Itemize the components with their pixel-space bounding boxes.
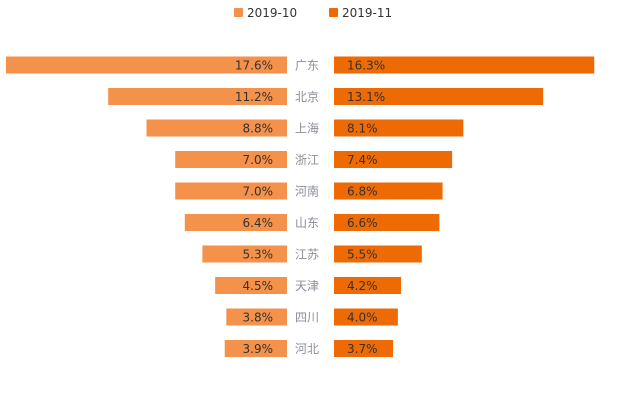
value-label-2019-11-7: 4.2% [347, 279, 378, 293]
bar-2019-10-7[interactable] [215, 277, 287, 294]
value-label-2019-10-7: 4.5% [243, 279, 274, 293]
bar-2019-11-3[interactable] [334, 151, 453, 168]
series-2019-11-bars [334, 56, 595, 357]
value-label-2019-11-2: 8.1% [347, 122, 378, 136]
bar-2019-10-0[interactable] [6, 56, 287, 74]
category-label-9: 河北 [295, 342, 319, 356]
value-label-2019-11-9: 3.7% [347, 342, 378, 356]
value-label-2019-11-1: 13.1% [347, 90, 385, 104]
bar-2019-11-7[interactable] [334, 277, 402, 294]
value-label-2019-10-6: 5.3% [243, 248, 274, 262]
bar-2019-11-5[interactable] [334, 214, 440, 231]
value-label-2019-10-1: 11.2% [235, 90, 273, 104]
category-label-4: 河南 [295, 184, 319, 199]
value-labels: 17.6% 16.3% 11.2% 13.1% 8.8% 8.1% 7.0% 7.4% 7.0%… [235, 59, 385, 357]
legend-item-2019-11[interactable]: 2019-11 [329, 6, 392, 20]
value-label-2019-10-0: 17.6% [235, 59, 273, 73]
value-label-2019-10-4: 7.0% [243, 185, 274, 199]
category-label-2: 上海 [295, 121, 319, 136]
bar-2019-10-2[interactable] [146, 119, 288, 137]
value-label-2019-11-4: 6.8% [347, 185, 378, 199]
category-label-3: 浙江 [295, 153, 319, 167]
legend-swatch-2019-10 [234, 8, 243, 17]
category-label-5: 山东 [295, 216, 319, 230]
bar-2019-11-4[interactable] [334, 182, 443, 200]
value-label-2019-10-5: 6.4% [243, 216, 274, 230]
category-label-0: 广东 [295, 59, 319, 73]
bar-2019-10-8[interactable] [226, 308, 287, 326]
legend-label-2019-11: 2019-11 [342, 6, 392, 20]
bar-2019-10-3[interactable] [175, 151, 287, 168]
category-label-6: 江苏 [295, 248, 319, 262]
value-label-2019-11-3: 7.4% [347, 153, 378, 167]
bar-2019-11-6[interactable] [334, 245, 422, 263]
bar-2019-10-5[interactable] [184, 214, 287, 231]
bar-2019-11-0[interactable] [334, 56, 595, 74]
value-label-2019-10-9: 3.9% [243, 342, 274, 356]
legend-label-2019-10: 2019-10 [247, 6, 297, 20]
legend-item-2019-10[interactable]: 2019-10 [234, 6, 297, 20]
value-label-2019-11-6: 5.5% [347, 248, 378, 262]
bar-2019-11-9[interactable] [334, 340, 394, 357]
bar-2019-10-4[interactable] [175, 182, 287, 200]
bar-2019-11-2[interactable] [334, 119, 464, 137]
bar-2019-11-8[interactable] [334, 308, 398, 326]
category-label-7: 天津 [295, 279, 319, 293]
value-label-2019-10-3: 7.0% [243, 153, 274, 167]
chart-legend: 2019-10 2019-11 [234, 6, 392, 20]
bar-2019-11-1[interactable] [334, 88, 544, 105]
value-label-2019-11-5: 6.6% [347, 216, 378, 230]
bar-2019-10-1[interactable] [108, 88, 287, 105]
legend-swatch-2019-11 [329, 8, 338, 17]
value-label-2019-11-0: 16.3% [347, 59, 385, 73]
bar-2019-10-6[interactable] [202, 245, 287, 263]
value-label-2019-10-8: 3.8% [243, 311, 274, 325]
series-2019-10-bars [6, 56, 288, 357]
value-label-2019-10-2: 8.8% [243, 122, 274, 136]
bar-2019-10-9[interactable] [224, 340, 287, 357]
category-label-1: 北京 [295, 90, 319, 104]
category-label-8: 四川 [295, 311, 319, 325]
value-label-2019-11-8: 4.0% [347, 311, 378, 325]
